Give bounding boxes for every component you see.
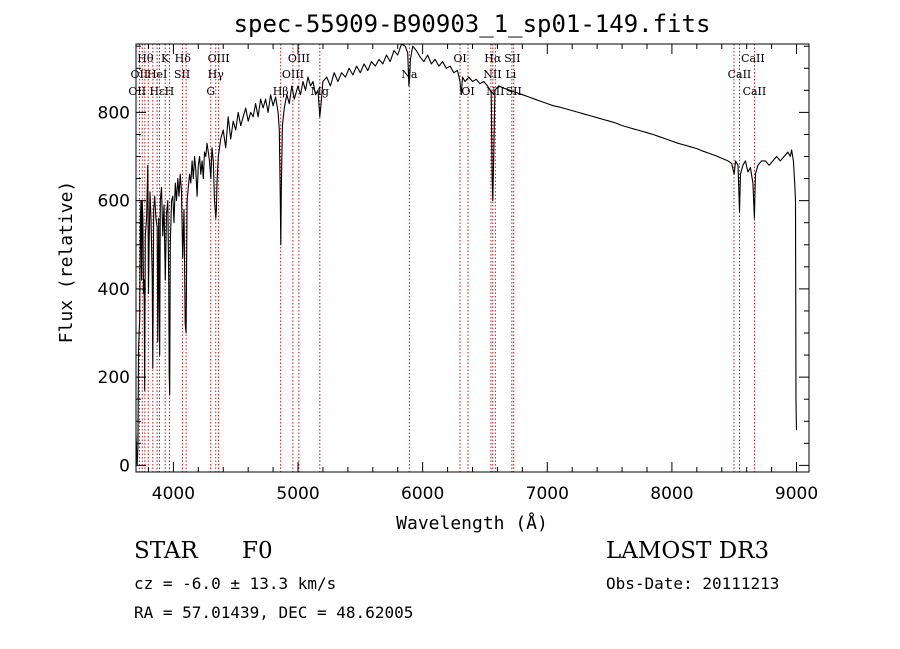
line-marker-label: OII	[128, 85, 146, 98]
object-class: STAR	[134, 538, 198, 564]
y-axis-label: Flux (relative)	[56, 181, 77, 344]
line-marker-label: OII	[131, 68, 149, 81]
line-marker-label: NII	[483, 68, 501, 81]
spectrum-series	[135, 43, 798, 466]
line-marker-label: OI	[461, 85, 474, 98]
line-marker-label: Mg	[311, 85, 329, 98]
axis-ticks	[136, 44, 809, 472]
line-marker-label: CaII	[728, 68, 752, 81]
y-tick-labels: 0 200 400 600 800	[98, 103, 130, 476]
chart-title: spec-55909-B90903_1_sp01-149.fits	[234, 10, 711, 38]
survey-name: LAMOST DR3	[606, 538, 770, 564]
plot-frame	[135, 43, 810, 473]
line-marker-label: SII	[174, 68, 190, 81]
line-marker-label: Hγ	[208, 68, 225, 81]
y-tick-label: 800	[98, 103, 130, 123]
line-marker-label: HeI	[147, 68, 167, 81]
line-marker-label: Li	[505, 68, 516, 81]
line-marker-label: Hα	[484, 52, 502, 65]
radial-velocity: cz = -6.0 ± 13.3 km/s	[134, 574, 337, 593]
line-marker-label: OIII	[282, 68, 304, 81]
line-marker-label: Hβ	[273, 85, 289, 98]
x-tick-label: 9000	[775, 484, 818, 504]
x-tick-label: 8000	[650, 484, 693, 504]
y-tick-label: 0	[119, 456, 130, 476]
y-tick-label: 200	[98, 368, 130, 388]
object-subclass: F0	[242, 538, 273, 564]
line-markers	[138, 44, 755, 472]
observation-date: Obs-Date: 20111213	[606, 574, 780, 593]
y-tick-label: 600	[98, 192, 130, 212]
x-tick-labels: 4000 5000 6000 7000 8000 9000	[152, 484, 818, 504]
y-tick-label: 400	[98, 280, 130, 300]
x-tick-label: 7000	[526, 484, 569, 504]
line-marker-label: K	[161, 52, 170, 65]
line-marker-label: Hθ	[137, 52, 154, 65]
x-tick-label: 6000	[401, 484, 444, 504]
line-marker-label: Hδ	[175, 52, 192, 65]
sky-coordinates: RA = 57.01439, DEC = 48.62005	[134, 603, 414, 622]
line-marker-label: OI	[453, 52, 466, 65]
line-marker-label: G	[206, 85, 215, 98]
x-tick-label: 5000	[276, 484, 319, 504]
line-marker-label: SII	[504, 52, 520, 65]
line-marker-label: CaII	[743, 85, 767, 98]
line-marker-label: H	[165, 85, 175, 98]
spectrum-line	[135, 43, 798, 466]
line-marker-label: Hε	[150, 85, 166, 98]
line-marker-label: OIII	[288, 52, 310, 65]
x-axis-label: Wavelength (Å)	[396, 512, 548, 534]
line-marker-label: OIII	[208, 52, 230, 65]
line-marker-label: CaII	[741, 52, 765, 65]
x-tick-label: 4000	[152, 484, 195, 504]
